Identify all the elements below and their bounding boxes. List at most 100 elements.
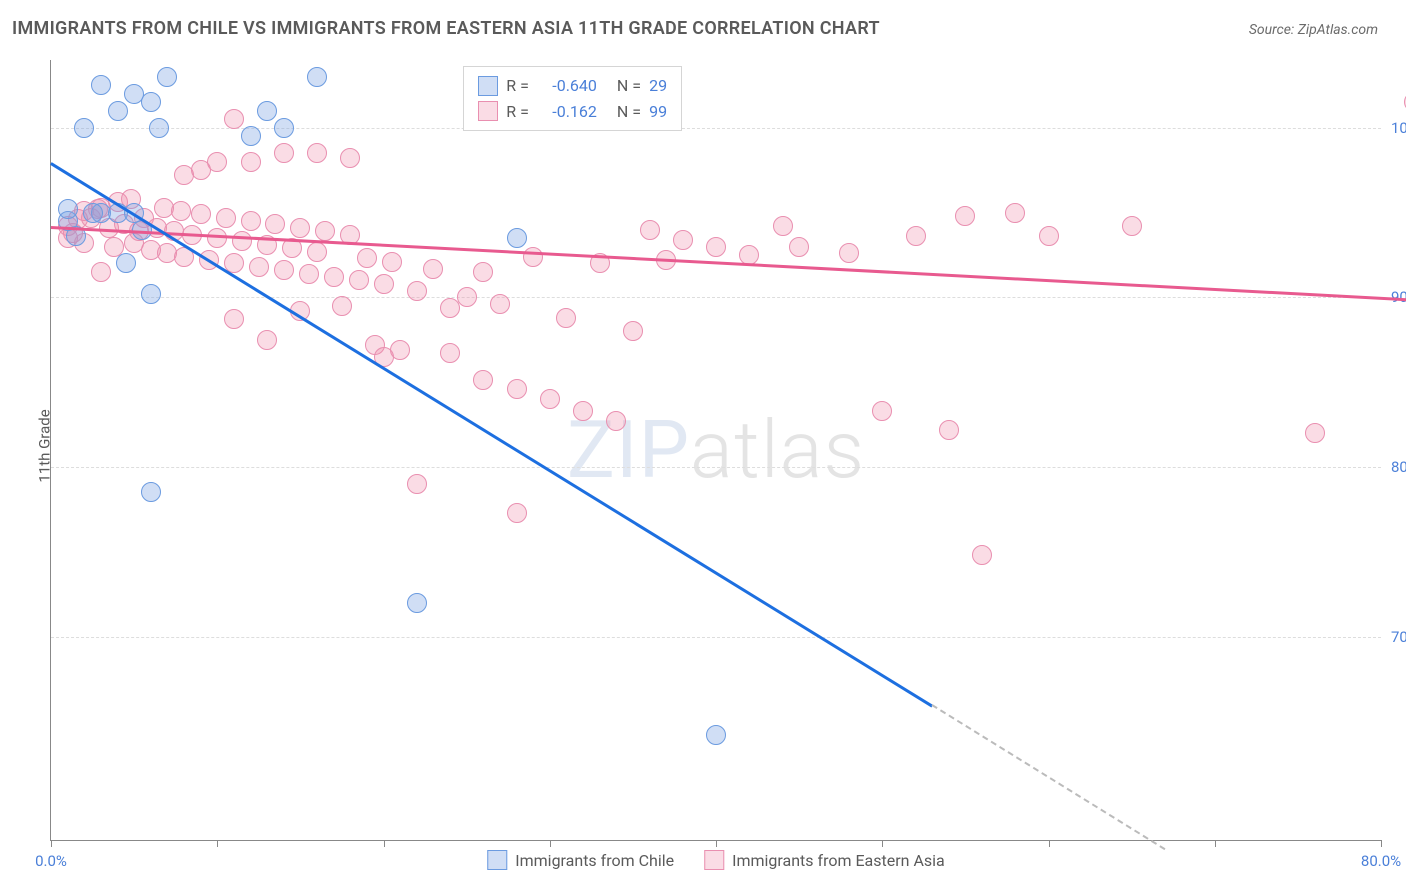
data-point	[673, 230, 693, 250]
trend-line-ext	[932, 704, 1166, 850]
data-point	[357, 248, 377, 268]
x-tick-label: 80.0%	[1361, 852, 1401, 870]
data-point	[141, 284, 161, 304]
data-point	[216, 208, 236, 228]
legend-n-value: 29	[649, 73, 667, 99]
data-point	[307, 242, 327, 262]
legend-label: Immigrants from Chile	[515, 851, 674, 870]
correlation-legend: R =-0.640N =29R =-0.162N =99	[463, 66, 682, 131]
data-point	[299, 264, 319, 284]
data-point	[232, 231, 252, 251]
x-tick	[1049, 840, 1050, 847]
data-point	[274, 260, 294, 280]
data-point	[523, 247, 543, 267]
data-point	[274, 118, 294, 138]
data-point	[340, 148, 360, 168]
data-point	[955, 206, 975, 226]
data-point	[540, 389, 560, 409]
data-point	[108, 101, 128, 121]
legend-r-value: -0.162	[537, 99, 597, 125]
plot-area: ZIPatlas 70.0%80.0%90.0%100.0%0.0%80.0%R…	[50, 60, 1381, 841]
data-point	[706, 237, 726, 257]
gridline	[51, 467, 1381, 468]
data-point	[74, 118, 94, 138]
data-point	[241, 152, 261, 172]
legend-swatch	[487, 850, 507, 870]
gridline	[51, 637, 1381, 638]
data-point	[191, 204, 211, 224]
data-point	[207, 228, 227, 248]
data-point	[440, 343, 460, 363]
data-point	[241, 211, 261, 231]
x-tick	[882, 840, 883, 847]
x-tick-label: 0.0%	[35, 852, 67, 870]
data-point	[307, 143, 327, 163]
data-point	[58, 199, 78, 219]
legend-n-value: 99	[649, 99, 667, 125]
data-point	[141, 92, 161, 112]
y-tick-label: 80.0%	[1391, 458, 1406, 476]
data-point	[349, 270, 369, 290]
series-legend: Immigrants from Chile Immigrants from Eas…	[487, 850, 944, 870]
data-point	[91, 262, 111, 282]
data-point	[606, 411, 626, 431]
data-point	[1122, 216, 1142, 236]
data-point	[224, 309, 244, 329]
legend-item: Immigrants from Chile	[487, 850, 674, 870]
data-point	[249, 257, 269, 277]
data-point	[473, 370, 493, 390]
data-point	[407, 474, 427, 494]
data-point	[556, 308, 576, 328]
data-point	[157, 67, 177, 87]
data-point	[257, 101, 277, 121]
data-point	[573, 401, 593, 421]
legend-r-label: R =	[506, 99, 529, 125]
x-tick	[1381, 840, 1382, 847]
data-point	[906, 226, 926, 246]
data-point	[290, 218, 310, 238]
data-point	[407, 281, 427, 301]
data-point	[972, 545, 992, 565]
legend-swatch	[478, 101, 498, 121]
y-tick-label: 70.0%	[1391, 628, 1406, 646]
data-point	[1005, 203, 1025, 223]
legend-r-label: R =	[506, 73, 529, 99]
legend-row: R =-0.162N =99	[478, 99, 667, 125]
data-point	[1039, 226, 1059, 246]
data-point	[623, 321, 643, 341]
x-tick	[217, 840, 218, 847]
data-point	[257, 330, 277, 350]
source-text: Source: ZipAtlas.com	[1249, 22, 1378, 38]
data-point	[83, 203, 103, 223]
watermark-light: atlas	[690, 403, 865, 497]
legend-item: Immigrants from Eastern Asia	[704, 850, 945, 870]
data-point	[116, 253, 136, 273]
data-point	[315, 221, 335, 241]
data-point	[939, 420, 959, 440]
data-point	[640, 220, 660, 240]
data-point	[872, 401, 892, 421]
data-point	[407, 593, 427, 613]
data-point	[149, 118, 169, 138]
legend-swatch	[478, 76, 498, 96]
data-point	[789, 237, 809, 257]
x-tick	[384, 840, 385, 847]
data-point	[507, 379, 527, 399]
data-point	[241, 126, 261, 146]
data-point	[1305, 423, 1325, 443]
data-point	[307, 67, 327, 87]
data-point	[382, 252, 402, 272]
legend-r-value: -0.640	[537, 73, 597, 99]
legend-label: Immigrants from Eastern Asia	[732, 851, 945, 870]
data-point	[265, 214, 285, 234]
data-point	[91, 75, 111, 95]
x-tick	[51, 840, 52, 847]
data-point	[423, 259, 443, 279]
data-point	[374, 274, 394, 294]
legend-swatch	[704, 850, 724, 870]
data-point	[706, 725, 726, 745]
data-point	[490, 294, 510, 314]
data-point	[191, 160, 211, 180]
x-tick	[1215, 840, 1216, 847]
data-point	[274, 143, 294, 163]
